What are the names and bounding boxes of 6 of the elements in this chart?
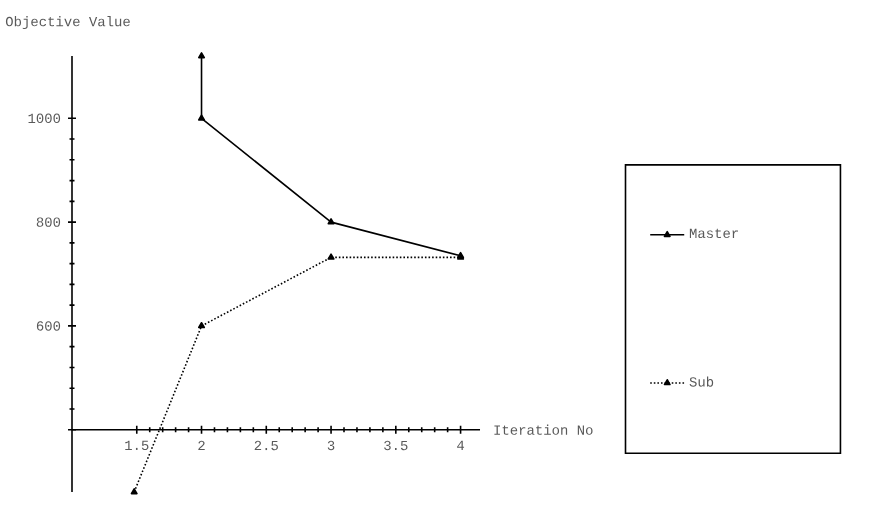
- point: [130, 488, 138, 495]
- point: [197, 321, 206, 329]
- point: [197, 52, 206, 59]
- point: [327, 218, 335, 225]
- point: [197, 114, 206, 121]
- point: [327, 253, 335, 260]
